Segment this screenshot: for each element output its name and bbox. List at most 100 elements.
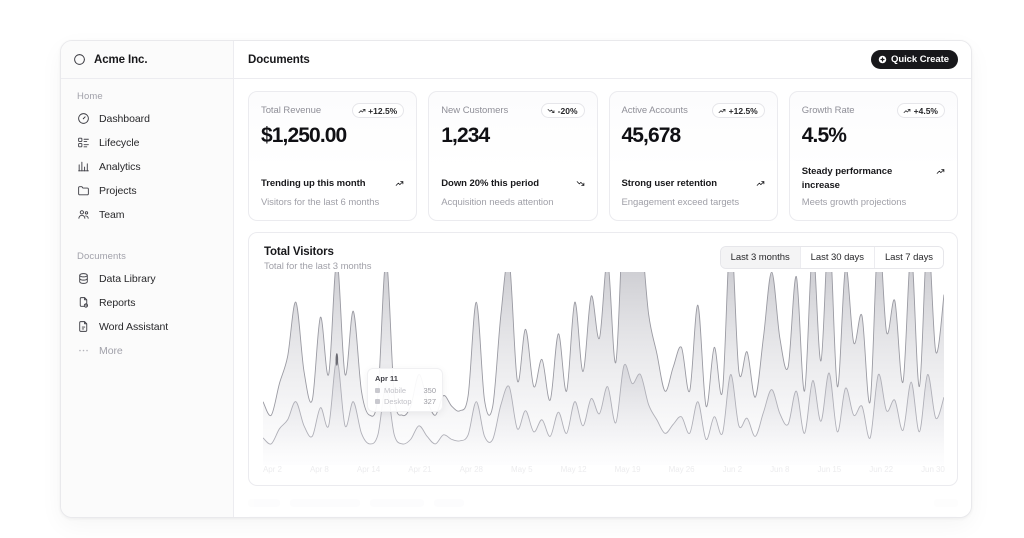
stat-trend-label: Down 20% this period (441, 178, 539, 190)
status-badge-label: +12.5% (728, 105, 758, 116)
report-icon (77, 296, 90, 309)
stat-label: Active Accounts (621, 105, 688, 116)
nav-group-documents: Documents Data Library Reports Word Assi… (61, 239, 233, 363)
stat-cards-grid: Total Revenue +12.5% $1,250.00 Trending … (248, 91, 958, 221)
range-button-last-30-days[interactable]: Last 30 days (800, 247, 875, 268)
chart-header: Total Visitors Total for the last 3 mont… (249, 233, 957, 272)
x-axis-tick: May 19 (614, 465, 641, 474)
list-details-icon (77, 136, 90, 149)
status-badge-label: +4.5% (913, 105, 938, 116)
stat-trend: Steady performance increase (802, 165, 945, 193)
tooltip-row-desktop: Desktop 327 (375, 397, 436, 406)
trending-up-icon (718, 107, 726, 115)
area-chart-svg (263, 272, 944, 465)
sidebar-item-projects[interactable]: Projects (71, 179, 223, 202)
stat-trend: Down 20% this period (441, 177, 584, 193)
x-axis-tick: May 26 (668, 465, 695, 474)
sidebar-item-label: Dashboard (99, 112, 150, 125)
trending-up-icon (395, 177, 404, 193)
data-table-ghost (248, 499, 958, 517)
sidebar-item-lifecycle[interactable]: Lifecycle (71, 131, 223, 154)
stat-subtext: Meets growth projections (801, 197, 907, 208)
ghost-tab (434, 499, 464, 507)
sidebar-item-team[interactable]: Team (71, 203, 223, 226)
trending-up-icon (756, 177, 765, 193)
trending-down-icon (547, 107, 555, 115)
stat-trend-label: Trending up this month (261, 178, 366, 190)
quick-create-button[interactable]: Quick Create (870, 50, 958, 69)
x-axis-tick: Jun 8 (770, 465, 790, 474)
chart-x-axis: Apr 2 Apr 8 Apr 14 Apr 21 Apr 28 May 5 May 12 M… (249, 465, 957, 483)
stat-value: 45,678 (621, 124, 682, 147)
trending-up-icon (358, 107, 366, 115)
stat-label: New Customers (441, 105, 509, 116)
sidebar-item-analytics[interactable]: Analytics (71, 155, 223, 178)
x-axis-tick: May 12 (560, 465, 587, 474)
x-axis-tick: Apr 8 (309, 465, 329, 474)
stat-card-header: New Customers -20% (441, 103, 585, 118)
chart-heading-group: Total Visitors Total for the last 3 mont… (264, 246, 371, 272)
circle-logo-icon (73, 53, 86, 66)
sidebar-item-label: More (99, 344, 123, 357)
stat-trend-label: Strong user retention (621, 178, 718, 190)
circle-plus-icon (878, 55, 887, 64)
x-axis-tick: Apr 14 (356, 465, 381, 474)
sidebar-item-label: Reports (99, 296, 136, 309)
brand-name: Acme Inc. (94, 53, 148, 66)
sidebar-item-label: Word Assistant (99, 320, 169, 333)
total-visitors-chart-card: Total Visitors Total for the last 3 mont… (248, 232, 958, 486)
content-scroll: Total Revenue +12.5% $1,250.00 Trending … (234, 79, 971, 517)
status-badge: +4.5% (897, 103, 945, 118)
bar-chart-icon (77, 160, 90, 173)
folder-icon (77, 184, 90, 197)
range-button-last-3-months[interactable]: Last 3 months (720, 247, 801, 268)
stat-card-new-customers: New Customers -20% 1,234 Down 20% this p… (428, 91, 598, 221)
status-badge: +12.5% (351, 103, 405, 118)
stat-card-footer: Steady performance increase Meets growth… (802, 165, 945, 208)
status-badge-label: -20% (557, 105, 578, 116)
sidebar-item-word-assistant[interactable]: Word Assistant (71, 315, 223, 338)
range-toggle-group[interactable]: Last 3 months Last 30 days Last 7 days (719, 246, 944, 269)
stat-value: $1,250.00 (261, 124, 347, 147)
range-button-last-7-days[interactable]: Last 7 days (874, 247, 943, 268)
x-axis-tick: Apr 21 (408, 465, 432, 474)
tooltip-series-name: Mobile (384, 386, 407, 395)
sidebar-item-dashboard[interactable]: Dashboard (71, 107, 223, 130)
stat-card-header: Active Accounts +12.5% (622, 103, 765, 118)
stat-card-header: Total Revenue +12.5% (261, 103, 405, 118)
stat-label: Total Revenue (261, 105, 322, 116)
sidebar-item-reports[interactable]: Reports (71, 291, 223, 314)
stat-trend-label: Steady performance increase (801, 166, 893, 192)
stat-subtext: Acquisition needs attention (441, 197, 554, 208)
ghost-tab (248, 499, 280, 507)
sidebar-item-label: Lifecycle (99, 136, 140, 149)
stat-card-footer: Trending up this month Visitors for the … (261, 177, 404, 208)
chart-plot-area[interactable]: Apr 11 Mobile 350 Desktop 327 (263, 272, 944, 465)
stat-trend: Trending up this month (261, 177, 404, 193)
legend-swatch-icon (375, 388, 380, 393)
x-axis-tick: Jun 22 (869, 465, 894, 474)
trending-up-icon (936, 165, 945, 181)
quick-create-label: Quick Create (890, 54, 949, 65)
x-axis-tick: Jun 15 (817, 465, 842, 474)
chart-tooltip: Apr 11 Mobile 350 Desktop 327 (367, 368, 443, 412)
stat-card-footer: Strong user retention Engagement exceed … (622, 177, 765, 208)
brand[interactable]: Acme Inc. (61, 41, 233, 79)
stat-value: 1,234 (441, 124, 490, 147)
stat-card-growth-rate: Growth Rate +4.5% 4.5% Steady performanc… (788, 91, 958, 221)
sidebar-item-data-library[interactable]: Data Library (71, 267, 223, 290)
topbar: Documents Quick Create (234, 41, 971, 79)
main-area: Documents Quick Create Total Revenue +12… (234, 41, 971, 517)
tooltip-series-value: 327 (423, 397, 436, 406)
stat-card-footer: Down 20% this period Acquisition needs a… (441, 177, 584, 208)
sidebar-item-label: Analytics (99, 160, 141, 173)
stat-card-header: Growth Rate +4.5% (802, 103, 945, 118)
trending-up-icon (903, 107, 911, 115)
status-badge: -20% (541, 103, 585, 118)
sidebar-item-more[interactable]: More (71, 339, 223, 362)
status-badge: +12.5% (712, 103, 765, 118)
stat-trend: Strong user retention (622, 177, 765, 193)
ghost-row (248, 516, 958, 517)
x-axis-tick: Jun 2 (722, 465, 742, 474)
stat-card-active-accounts: Active Accounts +12.5% 45,678 Strong use… (608, 91, 778, 221)
